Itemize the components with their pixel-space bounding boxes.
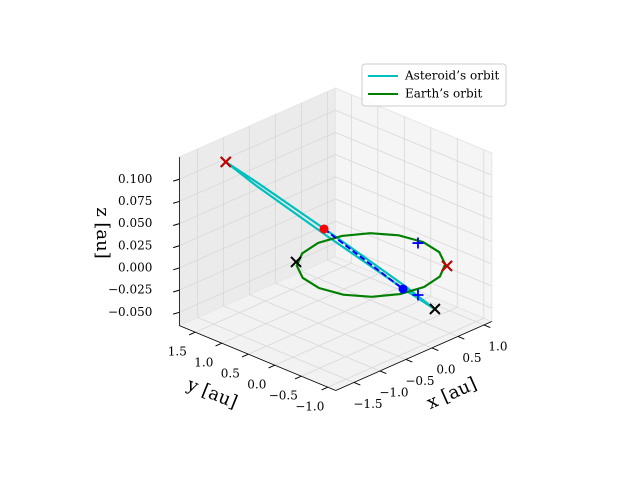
- grid-line: [179, 176, 336, 247]
- z-tick-label: 0.050: [118, 216, 152, 230]
- legend-box: [361, 63, 507, 107]
- point: [441, 260, 453, 272]
- axis-line: [335, 321, 492, 391]
- z-tick-label: −0.050: [108, 305, 152, 319]
- y-tick-label: −0.5: [269, 389, 298, 403]
- z-tick: [172, 267, 180, 271]
- series-line: [295, 232, 447, 298]
- grid: [179, 91, 492, 388]
- y-tick-label: 0.0: [247, 378, 266, 392]
- point: [319, 224, 329, 234]
- legend-label: Asteroid’s orbit: [404, 69, 499, 83]
- y-tick: [321, 386, 329, 391]
- y-tick-label: 1.0: [194, 356, 213, 370]
- z-tick-label: 0.075: [118, 194, 152, 208]
- grid-line: [275, 282, 433, 349]
- grid-line: [197, 317, 355, 383]
- grid-line: [179, 220, 336, 291]
- x-tick-label: −1.0: [379, 385, 408, 399]
- grid-line: [335, 176, 492, 243]
- marks: [220, 156, 453, 315]
- point: [429, 303, 441, 315]
- axis-line: [179, 325, 336, 391]
- x-tick: [379, 370, 387, 375]
- grid-line: [223, 305, 381, 372]
- x-tick-label: −1.5: [353, 397, 382, 411]
- point: [290, 256, 302, 268]
- y-tick: [215, 342, 223, 347]
- grid-line: [221, 273, 378, 344]
- y-tick: [241, 353, 249, 358]
- point: [412, 289, 424, 301]
- grid-line: [179, 242, 336, 313]
- y-tick: [268, 364, 276, 369]
- grid-line: [301, 271, 459, 337]
- y-tick: [188, 331, 196, 336]
- grid-line: [301, 306, 458, 377]
- z-tick-label: 0.025: [118, 238, 152, 252]
- x-tick: [457, 335, 465, 340]
- point: [398, 284, 408, 294]
- series-line: [323, 228, 404, 290]
- y-tick-label: −1.0: [295, 400, 324, 414]
- x-tick-label: 0.0: [436, 362, 455, 376]
- z-tick: [172, 289, 180, 293]
- x-tick-label: −0.5: [405, 374, 434, 388]
- grid-line: [179, 132, 336, 202]
- grid-line: [335, 109, 492, 176]
- z-tick: [172, 223, 180, 226]
- y-tick-label: 0.5: [221, 367, 240, 381]
- z-tick: [172, 245, 180, 249]
- z-axis-label: z [au]: [92, 207, 113, 259]
- grid-line: [249, 294, 407, 360]
- point: [220, 156, 232, 168]
- z-tick-label: 0.100: [118, 172, 152, 186]
- z-tick: [172, 311, 180, 315]
- grid-line: [335, 220, 492, 287]
- grid-line: [335, 198, 492, 265]
- x-tick: [483, 324, 491, 329]
- grid-line: [179, 109, 336, 180]
- z-tick: [172, 200, 180, 204]
- grid-line: [335, 132, 492, 198]
- grid-line: [179, 154, 336, 224]
- z-tick-label: −0.025: [108, 283, 152, 297]
- x-tick-label: 1.0: [488, 339, 507, 353]
- x-tick: [431, 347, 439, 352]
- legend-label: Earth’s orbit: [405, 87, 482, 101]
- point: [412, 237, 424, 249]
- grid-line: [327, 317, 484, 388]
- labels: −1.5−1.0−0.50.00.51.0−1.0−0.50.00.51.01.…: [108, 157, 507, 414]
- y-tick-label: 1.5: [168, 345, 187, 359]
- grid-line: [274, 295, 431, 366]
- z-tick: [172, 178, 180, 182]
- x-tick: [353, 381, 361, 386]
- grid-line: [179, 198, 336, 269]
- grid-line: [335, 154, 492, 220]
- y-tick: [294, 375, 302, 380]
- grid-line: [195, 262, 352, 333]
- z-tick-label: 0.000: [118, 260, 152, 274]
- x-tick: [405, 358, 413, 363]
- legend: Asteroid’s orbit Earth’s orbit: [361, 63, 507, 107]
- x-tick-label: 0.5: [462, 351, 481, 365]
